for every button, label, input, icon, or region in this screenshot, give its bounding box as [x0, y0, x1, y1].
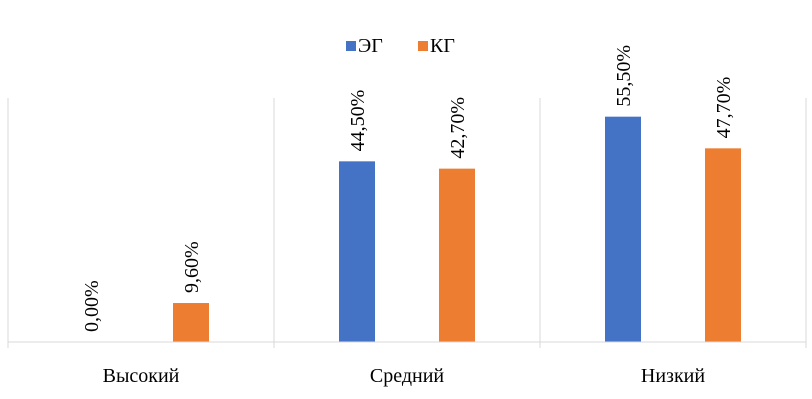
bar-kg-1	[173, 303, 209, 342]
category-label: Высокий	[103, 365, 180, 387]
category-separators	[7, 98, 807, 348]
legend-swatch-eg	[346, 41, 356, 51]
data-label: 47,70%	[713, 77, 735, 139]
bar-kg-2	[439, 168, 475, 342]
legend: ЭГ КГ	[346, 35, 455, 57]
data-label: 42,70%	[447, 97, 469, 159]
category-labels: Высокий Средний Низкий	[103, 365, 706, 387]
data-label: 44,50%	[347, 90, 369, 152]
data-label: 0,00%	[81, 280, 103, 332]
legend-label-eg: ЭГ	[358, 35, 383, 57]
category-label: Средний	[370, 365, 445, 387]
bars	[173, 116, 741, 342]
bar-eg-2	[339, 161, 375, 342]
data-label: 9,60%	[181, 241, 203, 293]
data-labels: 0,00% 9,60% 44,50% 42,70% 55,50% 47,70%	[81, 45, 735, 332]
data-label: 55,50%	[613, 45, 635, 107]
category-label: Низкий	[641, 365, 705, 387]
bar-kg-3	[705, 148, 741, 342]
bar-eg-3	[605, 116, 641, 342]
legend-swatch-kg	[418, 41, 428, 51]
legend-label-kg: КГ	[430, 35, 455, 57]
